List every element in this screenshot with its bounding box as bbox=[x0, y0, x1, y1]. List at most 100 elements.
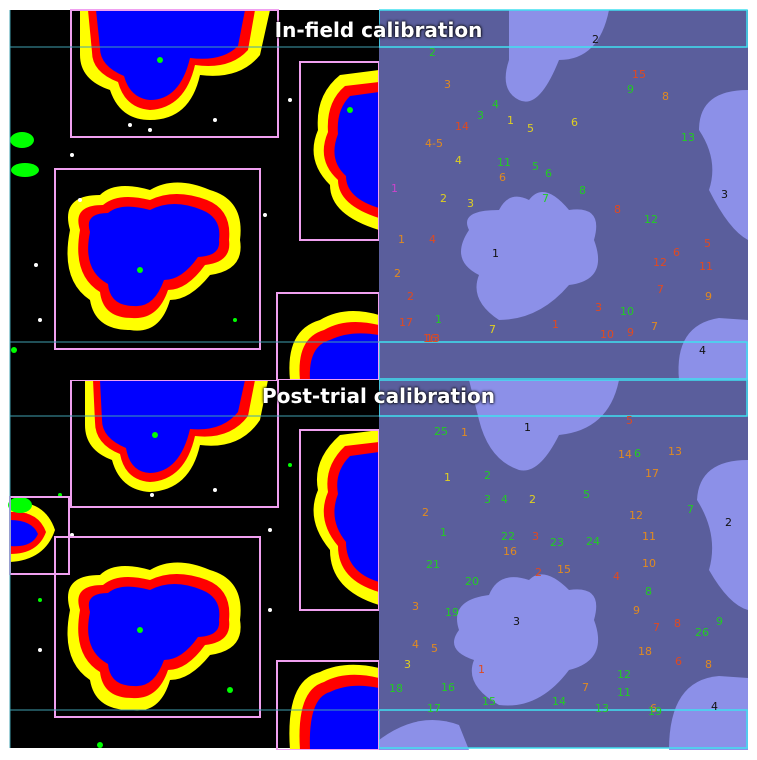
photo-number-label: 19 bbox=[445, 606, 459, 619]
photo-number-label: 9 bbox=[633, 604, 640, 617]
photo-number-label: 4 bbox=[501, 493, 508, 506]
photo-number-label: 2 bbox=[422, 506, 429, 519]
photo-number-label: 3 bbox=[467, 197, 474, 210]
photo-number-label: 4 bbox=[492, 98, 499, 111]
photo-number-label: 14 bbox=[455, 120, 469, 133]
photo-number-label: 13 bbox=[595, 702, 609, 715]
photo-number-label: 18 bbox=[638, 645, 652, 658]
photo-number-label: 16 bbox=[441, 681, 455, 694]
post-trial-panel: 25 1 1 5 14 6 13 2 17 1 3 4 2 5 7 2 12 2 1 22 3 23 11 16 24 21 2 15… bbox=[0, 380, 757, 760]
photo-number-label: 2 bbox=[592, 33, 599, 46]
photo-number-label: 5 bbox=[626, 414, 633, 427]
photo-number-label: 1 bbox=[478, 663, 485, 676]
segmented-plant-left bbox=[10, 501, 55, 562]
photo-number-label: 4 bbox=[613, 570, 620, 583]
photo-number-label: 9 bbox=[705, 290, 712, 303]
photo-number-label: 4 bbox=[429, 233, 436, 246]
photo-number-label: 7 bbox=[657, 283, 664, 296]
photo-number-label: 8 bbox=[579, 184, 586, 197]
post-trial-mask-image bbox=[8, 380, 379, 750]
photo-number-label: 3 bbox=[404, 658, 411, 671]
photo-number-label: 10 bbox=[620, 305, 634, 318]
photo-number-label: 13 bbox=[426, 332, 440, 345]
white-speckles bbox=[34, 98, 292, 322]
photo-number-label: 2 bbox=[440, 192, 447, 205]
segmented-plant-right bbox=[313, 70, 379, 230]
photo-number-label: 3 bbox=[595, 301, 602, 314]
photo-number-label: 10 bbox=[600, 328, 614, 341]
photo-number-label: 26 bbox=[695, 626, 709, 639]
photo-number-label: 18 bbox=[389, 682, 403, 695]
photo-number-label: 11 bbox=[497, 156, 511, 169]
segmented-plant-center bbox=[67, 182, 241, 331]
photo-number-label: 1 bbox=[440, 526, 447, 539]
photo-number-label: 5 bbox=[431, 642, 438, 655]
photo-number-label: 4 bbox=[711, 700, 718, 713]
photo-number-label: 1 bbox=[552, 318, 559, 331]
photo-number-label: 6 bbox=[673, 246, 680, 259]
photo-number-label: 11 bbox=[617, 686, 631, 699]
photo-number-label: 17 bbox=[427, 702, 441, 715]
photo-number-label: 8 bbox=[645, 585, 652, 598]
photo-number-label: 6 bbox=[499, 171, 506, 184]
photo-number-label: 1 bbox=[391, 182, 398, 195]
photo-number-label: 7 bbox=[687, 503, 694, 516]
photo-number-label: 6 bbox=[675, 655, 682, 668]
green-weed-blobs bbox=[8, 432, 292, 748]
photo-number-label: 3 bbox=[444, 78, 451, 91]
photo-number-label: 4 bbox=[699, 344, 706, 357]
photo-number-label: 7 bbox=[582, 681, 589, 694]
photo-number-label: 2 bbox=[725, 516, 732, 529]
in-field-mask-image bbox=[9, 9, 379, 380]
photo-number-label: 14 bbox=[618, 448, 632, 461]
photo-number-label: 3 bbox=[532, 530, 539, 543]
photo-number-label: 5 bbox=[704, 237, 711, 250]
in-field-panel: 2 2 3 15 9 8 4 3 1 5 6 14 13 4-5 4 11 5 6 6 1 8 3 2 3 7 8 12 1 4 1 6 5 1… bbox=[9, 9, 748, 380]
photo-number-label: 25 bbox=[434, 425, 448, 438]
photo-number-label: 6 bbox=[571, 116, 578, 129]
photo-number-label: 3 bbox=[477, 109, 484, 122]
cyan-bottom-strip bbox=[379, 709, 748, 749]
photo-number-label: 20 bbox=[465, 575, 479, 588]
photo-number-label: 3 bbox=[513, 615, 520, 628]
photo-number-label: 4-5 bbox=[425, 137, 443, 150]
photo-number-label: 1 bbox=[461, 426, 468, 439]
photo-number-label: 9 bbox=[627, 326, 634, 339]
photo-number-label: 5 bbox=[532, 160, 539, 173]
photo-number-label: 23 bbox=[550, 536, 564, 549]
photo-number-label: 13 bbox=[668, 445, 682, 458]
photo-number-label: 3 bbox=[484, 493, 491, 506]
photo-number-label: 2 bbox=[529, 493, 536, 506]
photo-number-label: 3 bbox=[412, 600, 419, 613]
photo-number-label: 11 bbox=[642, 530, 656, 543]
photo-number-label: 1 bbox=[435, 313, 442, 326]
photo-number-label: 16 bbox=[503, 545, 517, 558]
photo-number-label: 22 bbox=[501, 530, 515, 543]
photo-number-label: 7 bbox=[651, 320, 658, 333]
photo-number-label: 19 bbox=[648, 705, 662, 718]
photo-number-label: 2 bbox=[535, 566, 542, 579]
photo-number-label: 7 bbox=[489, 323, 496, 336]
photo-number-label: 15 bbox=[632, 68, 646, 81]
cyan-top-strip bbox=[379, 380, 748, 417]
cyan-guides bbox=[9, 10, 379, 380]
segmented-plant-top bbox=[85, 380, 268, 492]
photo-number-label: 7 bbox=[653, 621, 660, 634]
photo-number-label: 14 bbox=[552, 695, 566, 708]
photo-number-label: 1 bbox=[492, 247, 499, 260]
cyan-top-strip bbox=[379, 9, 748, 48]
segmented-plant-top bbox=[80, 10, 270, 120]
photo-number-label: 8 bbox=[674, 617, 681, 630]
photo-number-label: 5 bbox=[583, 488, 590, 501]
photo-number-label: 6 bbox=[650, 702, 657, 715]
photo-number-label: 2 bbox=[407, 290, 414, 303]
photo-number-label: 24 bbox=[586, 535, 600, 548]
leaf-shapes bbox=[379, 380, 748, 750]
photo-number-label: 9 bbox=[627, 83, 634, 96]
photo-number-label: 12 bbox=[653, 256, 667, 269]
segmented-plant-bottom bbox=[289, 664, 379, 750]
photo-number-label: 12 bbox=[644, 213, 658, 226]
